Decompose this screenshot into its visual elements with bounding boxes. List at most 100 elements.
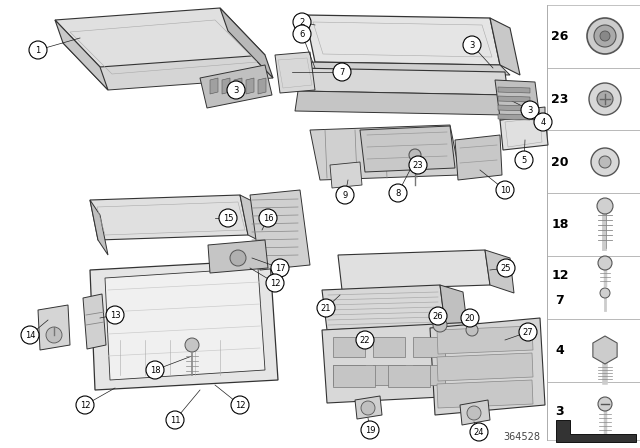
Circle shape <box>461 309 479 327</box>
Polygon shape <box>305 15 500 65</box>
Polygon shape <box>322 322 480 403</box>
Circle shape <box>259 209 277 227</box>
Polygon shape <box>498 96 530 102</box>
Polygon shape <box>498 87 530 93</box>
Text: 12: 12 <box>80 401 90 409</box>
Circle shape <box>106 306 124 324</box>
Polygon shape <box>485 250 514 293</box>
Polygon shape <box>250 190 310 270</box>
Polygon shape <box>440 285 468 332</box>
Text: 10: 10 <box>500 185 510 194</box>
Bar <box>547 5 640 68</box>
Text: 2: 2 <box>300 17 305 26</box>
Text: 5: 5 <box>522 155 527 164</box>
Polygon shape <box>310 125 460 180</box>
Text: 6: 6 <box>300 30 305 39</box>
Bar <box>413 365 445 385</box>
Polygon shape <box>475 322 502 403</box>
Text: 15: 15 <box>223 214 233 223</box>
Text: 12: 12 <box>235 401 245 409</box>
Text: 7: 7 <box>339 68 345 77</box>
Bar <box>373 365 405 385</box>
Polygon shape <box>275 52 315 93</box>
Polygon shape <box>490 18 520 75</box>
Circle shape <box>589 83 621 115</box>
Circle shape <box>497 259 515 277</box>
Circle shape <box>76 396 94 414</box>
Text: 23: 23 <box>413 160 423 169</box>
Circle shape <box>219 209 237 227</box>
Text: 17: 17 <box>275 263 285 272</box>
Circle shape <box>598 397 612 411</box>
Circle shape <box>597 198 613 214</box>
Circle shape <box>146 361 164 379</box>
Circle shape <box>356 331 374 349</box>
Circle shape <box>598 256 612 270</box>
Circle shape <box>496 181 514 199</box>
Polygon shape <box>305 62 510 75</box>
Text: 11: 11 <box>170 415 180 425</box>
Text: 9: 9 <box>342 190 348 199</box>
Polygon shape <box>455 135 502 180</box>
Circle shape <box>515 151 533 169</box>
Circle shape <box>21 326 39 344</box>
Circle shape <box>429 307 447 325</box>
Circle shape <box>361 401 375 415</box>
Polygon shape <box>495 80 540 120</box>
Text: 364528: 364528 <box>503 432 540 442</box>
Text: 3: 3 <box>527 105 532 115</box>
Bar <box>547 130 640 193</box>
Polygon shape <box>240 195 268 245</box>
Polygon shape <box>338 250 490 290</box>
Circle shape <box>466 324 478 336</box>
Polygon shape <box>295 91 508 115</box>
Text: 4: 4 <box>556 344 564 357</box>
Text: 18: 18 <box>551 217 569 231</box>
Text: 21: 21 <box>321 303 332 313</box>
Text: 19: 19 <box>365 426 375 435</box>
Polygon shape <box>246 78 254 94</box>
Bar <box>333 337 365 357</box>
Text: 1: 1 <box>35 46 40 55</box>
Circle shape <box>594 25 616 47</box>
Text: 26: 26 <box>551 30 569 43</box>
Polygon shape <box>55 8 265 67</box>
Polygon shape <box>83 294 106 349</box>
Bar <box>547 193 640 256</box>
Text: 26: 26 <box>433 311 444 320</box>
Text: 3: 3 <box>556 405 564 418</box>
Circle shape <box>317 299 335 317</box>
Text: 23: 23 <box>551 92 569 105</box>
Text: 24: 24 <box>474 427 484 436</box>
Circle shape <box>534 113 552 131</box>
Polygon shape <box>460 400 490 425</box>
Text: 18: 18 <box>150 366 160 375</box>
Text: 4: 4 <box>540 117 546 126</box>
Polygon shape <box>105 268 265 380</box>
Polygon shape <box>210 78 218 94</box>
Bar <box>547 319 640 382</box>
Polygon shape <box>437 380 533 408</box>
Bar <box>413 337 445 357</box>
Text: 27: 27 <box>523 327 533 336</box>
Circle shape <box>185 338 199 352</box>
Circle shape <box>463 36 481 54</box>
Polygon shape <box>220 8 273 78</box>
Circle shape <box>409 156 427 174</box>
Polygon shape <box>55 20 108 90</box>
Text: 13: 13 <box>109 310 120 319</box>
Text: 12: 12 <box>551 268 569 281</box>
Circle shape <box>293 13 311 31</box>
Text: 14: 14 <box>25 331 35 340</box>
Text: 8: 8 <box>396 189 401 198</box>
Polygon shape <box>330 162 362 188</box>
Polygon shape <box>38 305 70 350</box>
Circle shape <box>266 274 284 292</box>
Text: 20: 20 <box>551 155 569 168</box>
Circle shape <box>227 81 245 99</box>
Text: 7: 7 <box>556 293 564 306</box>
Text: 12: 12 <box>269 279 280 288</box>
Circle shape <box>46 327 62 343</box>
Bar <box>547 382 640 440</box>
Circle shape <box>587 18 623 54</box>
